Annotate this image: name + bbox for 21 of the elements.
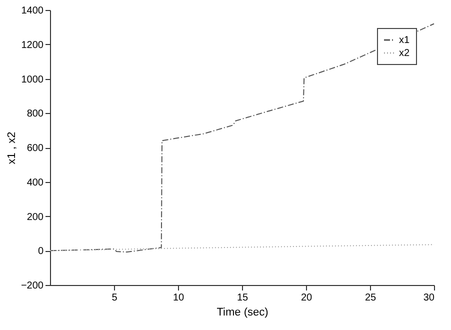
x-tick-label: 10 [172,292,184,304]
y-tick-label: 1000 [21,74,44,86]
x-tick-label: 15 [236,292,248,304]
legend-label: x1 [399,35,410,46]
y-tick-label: 1200 [21,40,44,51]
y-tick-label: 400 [26,177,44,188]
x-tick-label: 20 [300,292,312,304]
line-series [50,244,434,252]
y-tick-label: 0 [38,246,44,258]
y-tick-label: 1400 [21,6,44,16]
legend-label: x2 [399,48,410,59]
x-axis-title: Time (sec) [216,306,268,318]
x-tick-label: 25 [364,292,376,304]
y-tick-label: 800 [26,108,44,120]
line-series [50,23,434,252]
y-tick-label: −200 [20,280,44,292]
y-tick-label: 600 [26,143,44,154]
y-axis-title: x1 , x2 [6,132,18,164]
y-tick-label: 200 [26,212,44,223]
x-tick-label: 5 [112,292,118,304]
x-tick-label: 30 [423,292,435,304]
